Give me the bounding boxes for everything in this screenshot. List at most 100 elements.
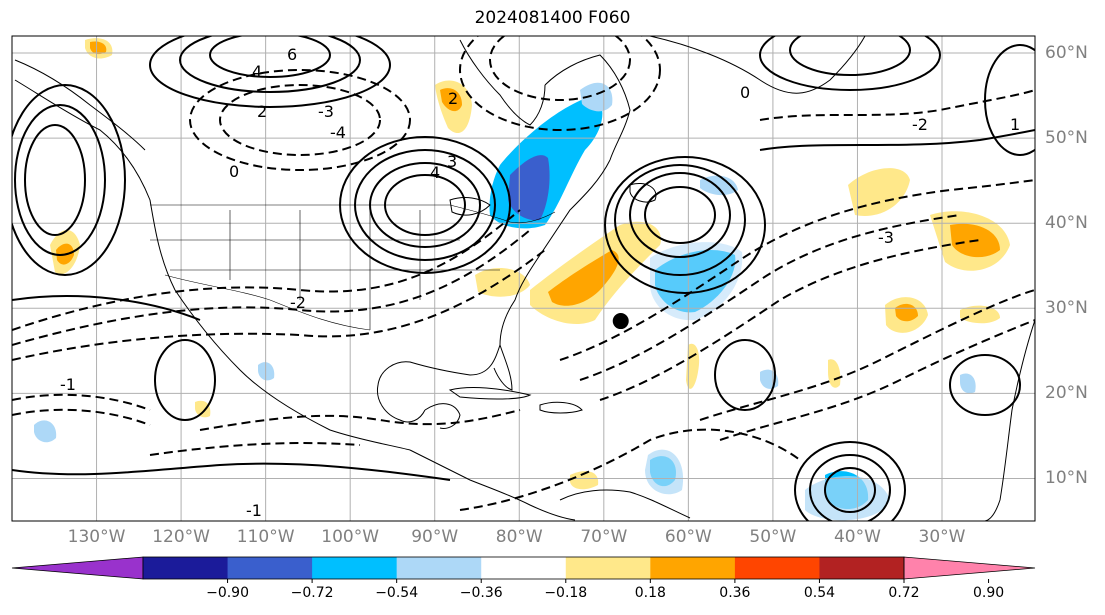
us-mexico-border: [164, 274, 371, 331]
contour-west-high-2: [14, 104, 106, 256]
colorbar-tick-label: −0.54: [375, 585, 419, 601]
contour-north-high-2: [179, 36, 361, 93]
contour-east-low: [949, 354, 1021, 416]
contour-ne-high-2: [759, 36, 941, 91]
contour-label: 4: [252, 62, 262, 81]
dashed-trough-central-1: [12, 209, 521, 331]
contour-north-high-3: [149, 36, 391, 108]
colorbar-tick-label: −0.18: [544, 585, 588, 601]
contour-label: -3: [318, 102, 334, 121]
orange-anomaly-alaska: [440, 88, 462, 112]
yellow-anomaly-midwest: [475, 267, 530, 297]
contour-cv-high-3: [794, 441, 906, 521]
latitude-label: 40°N: [1045, 213, 1088, 234]
florida: [493, 344, 513, 391]
contour-label: -4: [330, 123, 346, 142]
dashed-low-labrador-1: [489, 36, 631, 101]
colorbar-outline: [142, 556, 905, 580]
colorbar-segment: [227, 557, 313, 579]
contour-great-lakes-high-3: [354, 149, 496, 261]
contour-label: 2: [257, 102, 267, 121]
coastlines: [14, 36, 1035, 521]
contour-cv-high-1: [824, 467, 876, 513]
colorbar-tick-label: −0.36: [459, 585, 503, 601]
light-blue-atlantic-ring: [649, 242, 743, 321]
colorbar-tick-label: 0.36: [719, 585, 751, 601]
longitude-label: 70°W: [580, 527, 628, 547]
orange-anomaly-north-top: [90, 41, 107, 55]
longitude-label: 120°W: [152, 527, 210, 547]
dashed-east-1: [759, 89, 1035, 121]
colorbar-tick-label: −0.90: [206, 585, 249, 601]
hispaniola: [539, 401, 583, 414]
contour-ne-high-3: [984, 44, 1035, 156]
contour-labels: 6 4 2 0 -1 -2 -3 4 3 2 1 0 -1 -2 -3 -4: [60, 45, 1020, 520]
longitude-label: 60°W: [664, 527, 712, 547]
dashed-pacific-south-2: [12, 408, 151, 426]
central-america: [409, 449, 576, 521]
dashed-gulf-2: [149, 442, 361, 456]
colorbar-tick-label: 0.72: [888, 585, 920, 601]
latitude-label: 50°N: [1045, 128, 1088, 149]
yucatan: [424, 403, 461, 429]
dashed-low-alaska-1: [219, 84, 381, 156]
colorbar-segment: [312, 557, 398, 579]
us-canada-border: [150, 204, 556, 224]
colorbar-tick-label: 0.90: [972, 585, 1005, 601]
colorbar-segment: [396, 557, 482, 579]
colorbar-extend-min: [11, 556, 144, 580]
contour-label: 3: [447, 152, 457, 171]
cuba: [448, 387, 532, 400]
light-blue-cape-verde: [805, 476, 890, 521]
light-blue-anomaly-pacific-south: [34, 420, 57, 443]
colorbar-tick-label: 0.18: [634, 585, 666, 601]
longitude-label: 100°W: [321, 527, 380, 547]
contour-label: -2: [290, 293, 306, 312]
africa-west-coast: [984, 319, 1035, 521]
contour-great-lakes-high-1: [384, 174, 466, 236]
contour-label: -1: [246, 501, 262, 520]
contour-great-lakes-high-2: [369, 162, 481, 248]
contour-ne-high-1: [789, 36, 911, 76]
contour-label: -1: [60, 375, 76, 394]
contour-north-high-1: [209, 36, 331, 78]
colorbar-segment: [143, 557, 229, 579]
colorbar-segment: [734, 557, 820, 579]
latitude-label: 20°N: [1045, 383, 1088, 404]
dashed-south-tropical: [459, 428, 801, 511]
contour-sw-low: [154, 339, 216, 421]
contour-atlantic-high-4: [604, 156, 766, 294]
contour-mid-atlantic: [759, 129, 1035, 151]
colorbar-segment: [565, 557, 651, 579]
contour-atlantic-high-2: [629, 172, 731, 258]
longitude-label: 110°W: [236, 527, 295, 547]
dashed-low-alaska-2: [189, 69, 411, 171]
latitude-label: 30°N: [1045, 298, 1088, 319]
contour-atlantic-high-3: [614, 164, 746, 276]
map-area: [12, 36, 1035, 521]
yellow-anomaly-central-atlantic: [848, 168, 910, 216]
state-lines-1: [150, 210, 500, 330]
colorbar-segment: [819, 557, 905, 579]
hudson-bay: [459, 39, 546, 126]
dark-blue-anomaly-great-lakes: [508, 155, 550, 221]
colorbar-tick-label: −0.72: [290, 585, 334, 601]
contour-label: 4: [430, 163, 440, 182]
storm-center-marker: [612, 313, 629, 330]
contour-cv-high-2: [809, 454, 891, 521]
yellow-anomaly-mexico-pacific: [195, 400, 211, 418]
north-america-west-coast: [14, 79, 411, 451]
deep-orange-east-coast: [548, 250, 619, 306]
contour-label: 2: [448, 89, 458, 108]
longitude-label: 80°W: [495, 527, 543, 547]
south-america-north: [559, 489, 691, 519]
dashed-subtropical-2: [719, 319, 1035, 441]
gulf-coast: [376, 344, 501, 423]
yellow-anomaly-canaries: [960, 305, 1000, 324]
map-frame: [11, 35, 1036, 522]
dashed-pacific-south: [12, 393, 151, 411]
dashed-atlantic-2: [579, 214, 961, 381]
longitude-label: 50°W: [749, 527, 797, 547]
longitude-label: 90°W: [411, 527, 459, 547]
